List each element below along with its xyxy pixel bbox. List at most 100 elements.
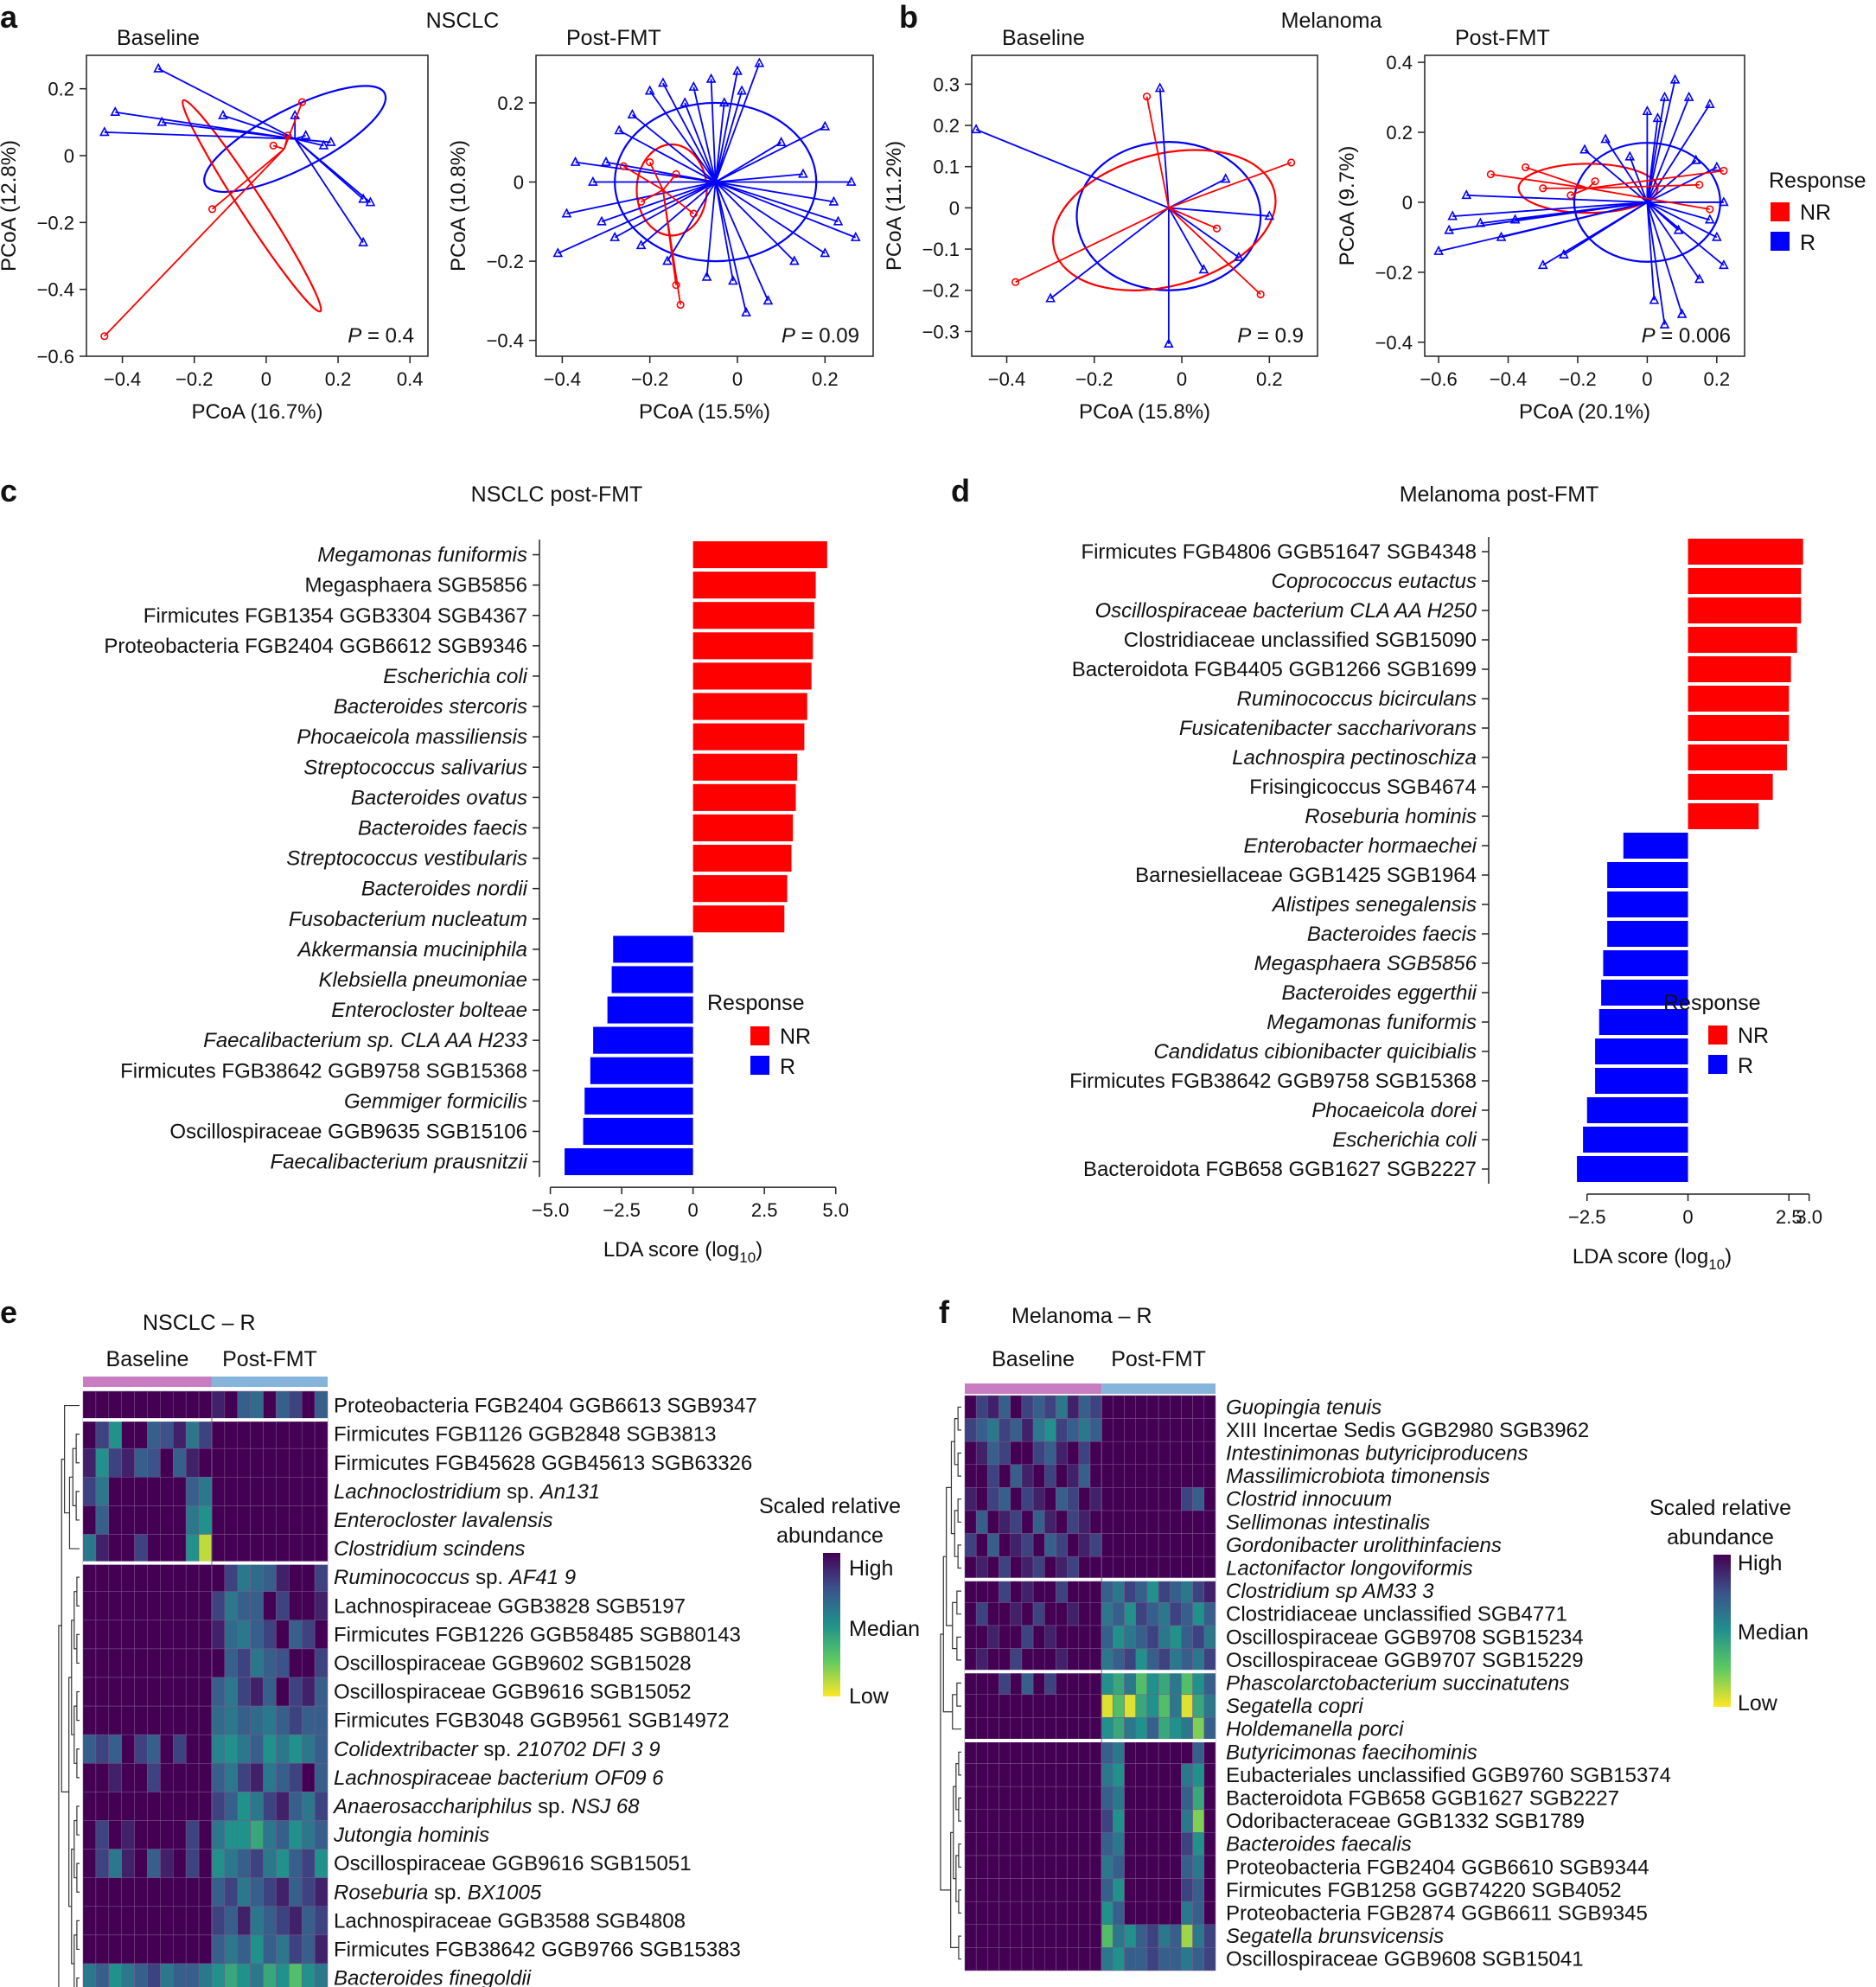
bar-nr xyxy=(692,693,807,720)
heat-cell xyxy=(1158,1602,1171,1626)
heat-cell xyxy=(1146,1556,1159,1581)
heat-cell xyxy=(1158,1441,1171,1466)
heat-cell xyxy=(121,1934,135,1965)
heat-cell xyxy=(1044,1602,1056,1626)
heat-cell xyxy=(1067,1924,1080,1948)
heat-cell xyxy=(121,1677,135,1707)
heat-cell xyxy=(82,1390,97,1421)
subplot-title: Post-FMT xyxy=(1455,26,1550,50)
plot-frame xyxy=(1424,54,1745,357)
legend-nr-swatch xyxy=(1771,202,1790,221)
heat-cell xyxy=(1056,1533,1068,1557)
x-axis-label: PCoA (20.1%) xyxy=(1519,400,1650,424)
heat-cell xyxy=(314,1562,329,1592)
heat-cell xyxy=(237,1763,251,1792)
heat-cell xyxy=(975,1947,988,1971)
heat-cell xyxy=(1032,1602,1045,1626)
heat-row-label: Colidextribacter sp. 210702 DFI 3 9 xyxy=(334,1738,660,1761)
y-tick-label: −0.1 xyxy=(922,239,960,260)
heat-cell xyxy=(82,1849,97,1878)
heat-cell xyxy=(314,1734,329,1764)
heat-cell xyxy=(1203,1878,1216,1902)
heat-cell xyxy=(1032,1487,1045,1511)
heat-cell xyxy=(276,1390,290,1421)
heat-cell xyxy=(250,1906,264,1936)
heat-cell xyxy=(314,1792,329,1821)
heat-cell xyxy=(224,1562,238,1592)
heat-cell xyxy=(987,1786,999,1811)
heat-cell xyxy=(250,1447,264,1478)
heat-cell xyxy=(1067,1510,1080,1534)
heat-cell xyxy=(173,1734,187,1764)
heat-cell xyxy=(1146,1671,1159,1696)
panel-label-d: d xyxy=(951,473,970,508)
heat-cell xyxy=(1010,1602,1023,1626)
heat-cell xyxy=(108,1390,122,1421)
heat-cell xyxy=(1135,1740,1148,1764)
heat-cell xyxy=(999,1740,1011,1764)
heat-cell xyxy=(1067,1441,1080,1466)
heat-cell xyxy=(314,1591,329,1621)
heat-cell xyxy=(1113,1717,1125,1741)
heat-cell xyxy=(263,1390,277,1421)
heat-cell xyxy=(1056,1487,1068,1511)
heat-cell xyxy=(1101,1717,1113,1741)
heat-cell xyxy=(82,1505,97,1535)
heat-cell xyxy=(1089,1556,1102,1581)
bar-label: Ruminococcus bicirculans xyxy=(1237,687,1477,711)
heat-cell xyxy=(185,1705,200,1735)
heat-cell xyxy=(121,1792,135,1821)
heat-legend-high: High xyxy=(1738,1551,1782,1575)
spoke-r xyxy=(1584,149,1648,203)
y-tick-label: −0.4 xyxy=(37,279,74,301)
heat-cell xyxy=(1113,1395,1125,1419)
heat-cell xyxy=(82,1534,97,1563)
heat-cell xyxy=(134,1447,148,1478)
heat-cell xyxy=(160,1591,174,1621)
point-r xyxy=(218,109,228,119)
heat-cell xyxy=(224,1390,238,1421)
heat-cell xyxy=(1089,1786,1102,1811)
heat-cell xyxy=(1203,1579,1216,1603)
heat-cell xyxy=(198,1505,213,1535)
heat-cell xyxy=(1158,1648,1171,1672)
heat-cell xyxy=(276,1934,290,1965)
title-nsclc-r: NSCLC – R xyxy=(143,1311,256,1335)
point-r xyxy=(701,271,712,281)
heat-cell xyxy=(1181,1855,1193,1879)
y-tick-label: 0.3 xyxy=(933,73,960,95)
point-r xyxy=(1045,292,1056,303)
heat-cell xyxy=(975,1625,988,1649)
y-tick-label: 0 xyxy=(64,145,74,167)
heat-cell xyxy=(1192,1947,1205,1971)
heat-cell xyxy=(1192,1740,1205,1764)
heat-cell xyxy=(975,1487,988,1511)
heat-cell xyxy=(1010,1510,1023,1534)
heat-cell xyxy=(276,1677,290,1707)
dendrogram-branch xyxy=(61,1459,69,1792)
heat-cell xyxy=(975,1602,988,1626)
heat-cell xyxy=(1021,1510,1034,1534)
heat-cell xyxy=(276,1534,290,1563)
heat-cell xyxy=(1056,1924,1068,1948)
heat-cell xyxy=(1021,1533,1034,1557)
heat-row-label: Segatella brunsvicensis xyxy=(1226,1925,1444,1948)
heat-cell xyxy=(95,1934,110,1965)
spoke-nr xyxy=(1587,183,1700,189)
heat-cell xyxy=(1021,1556,1034,1581)
heat-cell xyxy=(263,1620,277,1650)
heat-cell xyxy=(1067,1579,1080,1603)
heat-cell xyxy=(224,1505,238,1535)
heat-cell xyxy=(1113,1556,1125,1581)
heat-cell xyxy=(1170,1395,1182,1419)
heat-cell xyxy=(1146,1464,1159,1488)
heat-cell xyxy=(1044,1832,1056,1856)
heat-cell xyxy=(964,1924,977,1948)
heat-cell xyxy=(301,1820,316,1850)
heat-cell xyxy=(147,1390,161,1421)
heat-cell xyxy=(1021,1441,1034,1466)
heat-cell xyxy=(1146,1441,1159,1466)
heat-legend-colorbar xyxy=(1713,1555,1731,1707)
heat-cell xyxy=(108,1447,122,1478)
heat-cell xyxy=(1101,1487,1113,1511)
